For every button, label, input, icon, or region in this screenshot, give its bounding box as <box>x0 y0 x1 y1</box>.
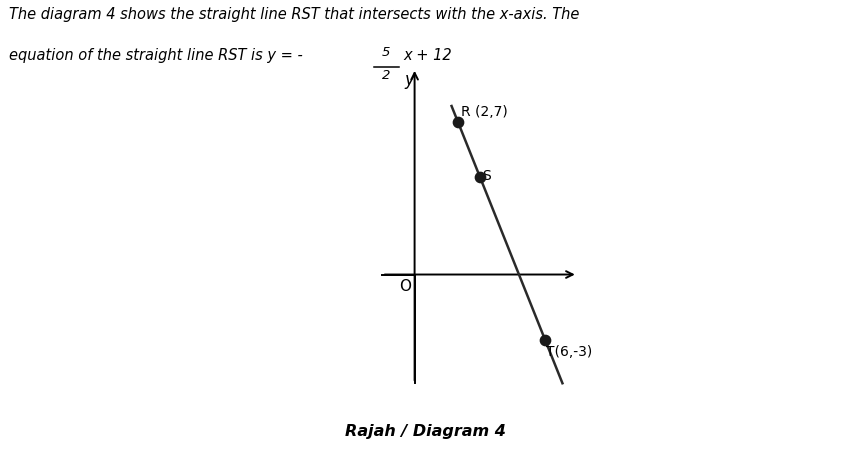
Text: S: S <box>483 169 491 183</box>
Text: O: O <box>399 279 411 294</box>
Text: 5: 5 <box>382 46 391 59</box>
Text: equation of the straight line RST is y = -: equation of the straight line RST is y =… <box>9 48 302 63</box>
Text: R (2,7): R (2,7) <box>460 105 507 119</box>
Point <box>451 119 465 126</box>
Text: 2: 2 <box>382 69 391 82</box>
Text: y: y <box>404 71 414 89</box>
Text: x + 12: x + 12 <box>403 48 452 63</box>
Point <box>473 173 487 180</box>
Text: The diagram 4 shows the straight line RST that intersects with the x-axis. The: The diagram 4 shows the straight line RS… <box>9 7 579 22</box>
Text: Rajah / Diagram 4: Rajah / Diagram 4 <box>345 424 506 439</box>
Text: T(6,-3): T(6,-3) <box>546 345 592 359</box>
Point <box>538 336 551 343</box>
